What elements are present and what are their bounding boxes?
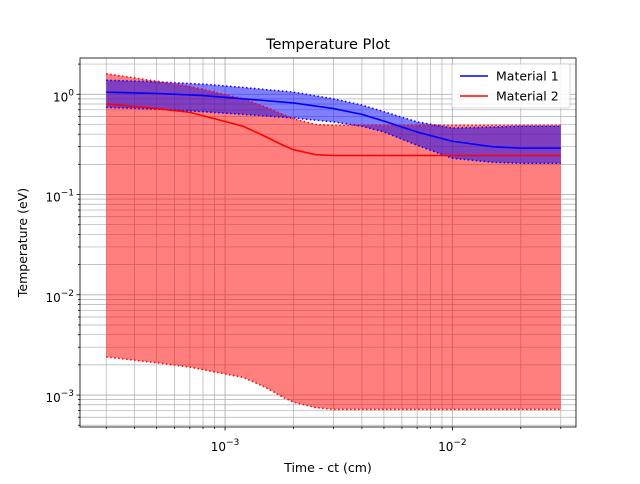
material-1-upper-bound — [106, 79, 561, 129]
legend-box — [451, 63, 571, 109]
material-2-upper-bound — [106, 73, 561, 127]
material-1-lower-bound — [106, 106, 561, 165]
x-tick-label: 10−3 — [211, 438, 240, 454]
y-axis-label: Temperature (eV) — [15, 188, 30, 298]
material-2-uncertainty-band — [106, 73, 561, 410]
axes-frame — [79, 57, 577, 428]
y-tick-label: 10−1 — [45, 189, 74, 205]
y-tick-label: 10−3 — [45, 389, 74, 405]
chart-title: Temperature Plot — [265, 37, 390, 53]
x-tick-label: 10−2 — [438, 438, 467, 454]
x-axis-label: Time - ct (cm) — [283, 460, 372, 475]
material-2-lower-bound — [106, 356, 561, 411]
material-2-line — [106, 103, 561, 157]
y-tick-label: 100 — [53, 88, 74, 104]
legend-label: Material 2 — [496, 89, 559, 104]
legend-label: Material 1 — [496, 69, 559, 84]
material-1-line — [106, 91, 561, 149]
material-1-uncertainty-band — [106, 80, 561, 164]
legend: Material 1 Material 2 — [451, 63, 571, 109]
y-tick-label: 10−2 — [45, 289, 74, 305]
